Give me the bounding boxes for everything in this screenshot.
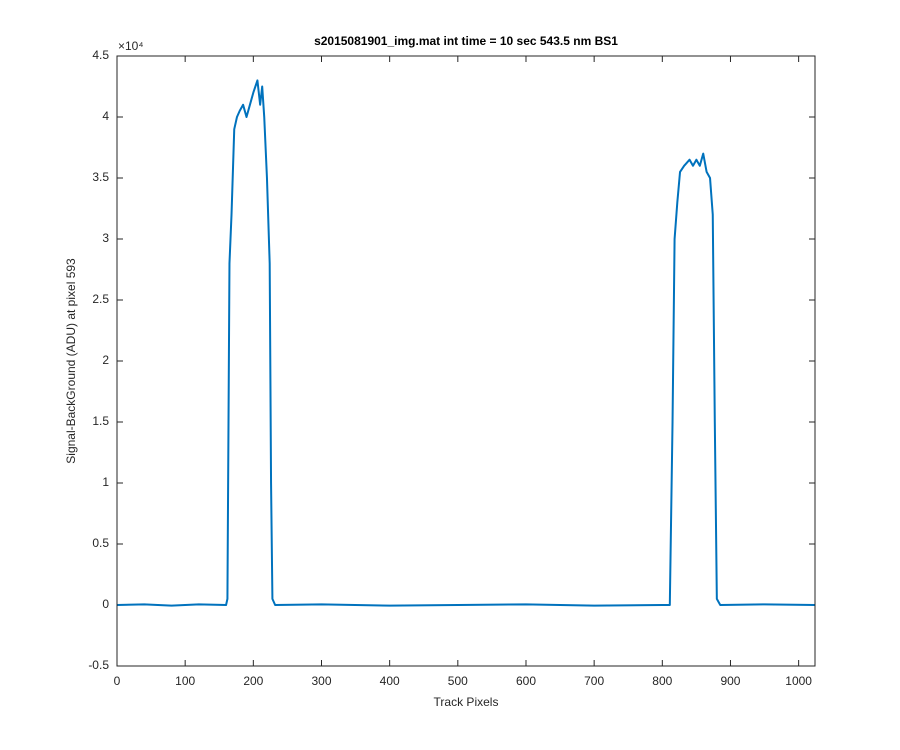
y-tick-label: 3 <box>102 231 109 245</box>
y-tick-label: 0 <box>102 597 109 611</box>
y-tick-label: 4 <box>102 109 109 123</box>
x-tick-label: 400 <box>380 674 400 688</box>
x-tick-label: 500 <box>448 674 468 688</box>
data-line <box>116 79 816 607</box>
x-tick-label: 800 <box>652 674 672 688</box>
x-tick-label: 200 <box>243 674 263 688</box>
y-tick-label: 4.5 <box>92 48 109 62</box>
y-tick-label: 3.5 <box>92 170 109 184</box>
x-tick-label: 600 <box>516 674 536 688</box>
y-tick-label: 2 <box>102 353 109 367</box>
y-tick-label: 1.5 <box>92 414 109 428</box>
x-tick-label: 0 <box>114 674 121 688</box>
y-tick-label: 1 <box>102 475 109 489</box>
y-axis-label: Signal-BackGround (ADU) at pixel 593 <box>64 258 78 464</box>
x-axis-label: Track Pixels <box>434 695 499 709</box>
x-tick-label: 700 <box>584 674 604 688</box>
x-tick-label: 900 <box>720 674 740 688</box>
y-multiplier: ×10⁴ <box>118 39 144 53</box>
x-tick-label: 100 <box>175 674 195 688</box>
plot-frame <box>116 55 816 667</box>
y-tick-label: 2.5 <box>92 292 109 306</box>
y-tick-label: 0.5 <box>92 536 109 550</box>
x-tick-label: 1000 <box>785 674 812 688</box>
x-tick-label: 300 <box>311 674 331 688</box>
y-tick-label: -0.5 <box>88 658 109 672</box>
chart-title: s2015081901_img.mat int time = 10 sec 54… <box>314 34 618 48</box>
